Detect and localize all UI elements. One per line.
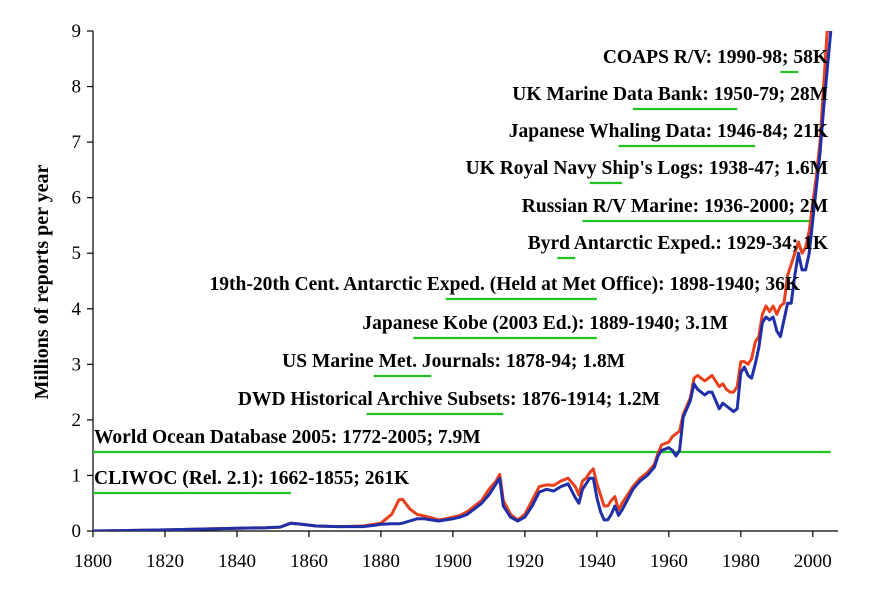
- y-tick-label: 3: [72, 354, 82, 375]
- x-tick-label: 1960: [650, 551, 688, 572]
- annotation-underlines: [93, 70, 831, 495]
- y-tick-label: 6: [72, 188, 82, 209]
- x-tick-label: 1900: [434, 551, 472, 572]
- y-axis-label: Millions of reports per year: [31, 164, 53, 399]
- annotation-label: 19th-20th Cent. Antarctic Exped. (Held a…: [210, 274, 801, 295]
- x-tick-label: 1980: [722, 551, 760, 572]
- annotation-label: UK Royal Navy Ship's Logs: 1938-47; 1.6M: [466, 158, 828, 179]
- annotation-label: CLIWOC (Rel. 2.1): 1662-1855; 261K: [94, 468, 410, 489]
- y-tick-label: 0: [72, 521, 82, 542]
- y-tick-label: 7: [72, 132, 82, 153]
- x-tick-label: 1940: [578, 551, 616, 572]
- annotation-label: DWD Historical Archive Subsets: 1876-191…: [238, 389, 660, 410]
- annotation-label: US Marine Met. Journals: 1878-94; 1.8M: [282, 351, 625, 372]
- x-tick-label: 1920: [506, 551, 544, 572]
- axes: 0 1 2 3 4 5 6 7 8 9 1800 1820 1840 1860 1880 1900 1920 19…: [72, 21, 838, 572]
- y-tick-label: 5: [72, 243, 82, 264]
- y-tick-label: 8: [72, 77, 82, 98]
- x-tick-label: 1800: [74, 551, 112, 572]
- x-tick-label: 1880: [362, 551, 400, 572]
- x-tick-label: 1820: [146, 551, 184, 572]
- annotations: COAPS R/V: 1990-98; 58K UK Marine Data Ba…: [94, 47, 829, 489]
- x-tick-label: 1860: [290, 551, 328, 572]
- series-lines: [93, 31, 833, 531]
- annotation-label: UK Marine Data Bank: 1950-79; 28M: [512, 84, 828, 105]
- x-tick-label: 1840: [218, 551, 256, 572]
- annotation-label: COAPS R/V: 1990-98; 58K: [603, 47, 829, 68]
- y-tick-label: 1: [72, 465, 82, 486]
- annotation-label: Japanese Whaling Data: 1946-84; 21K: [509, 121, 829, 142]
- annotation-label: Japanese Kobe (2003 Ed.): 1889-1940; 3.1…: [362, 313, 728, 334]
- annotation-label: Russian R/V Marine: 1936-2000; 2M: [522, 196, 828, 217]
- y-tick-label: 9: [72, 21, 82, 42]
- series-line-1: [93, 31, 831, 531]
- annotation-label: Byrd Antarctic Exped.: 1929-34; 1K: [528, 233, 829, 254]
- y-tick-label: 2: [72, 410, 82, 431]
- x-tick-label: 2000: [794, 551, 832, 572]
- series-line-2: [93, 31, 833, 531]
- annotation-label: World Ocean Database 2005: 1772-2005; 7.…: [94, 427, 481, 448]
- y-tick-label: 4: [72, 299, 82, 320]
